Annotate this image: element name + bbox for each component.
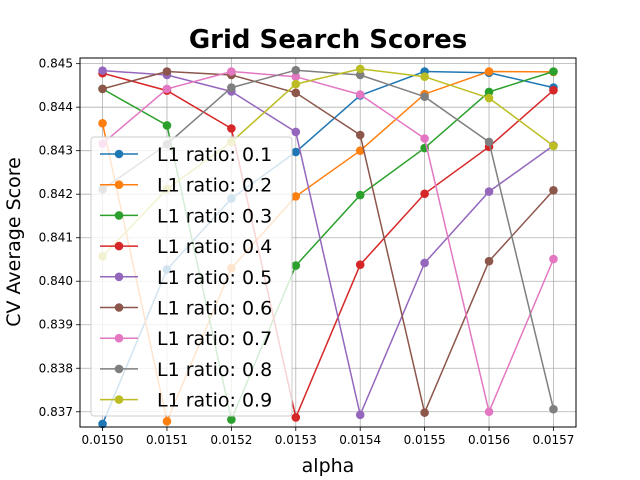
data-point bbox=[162, 84, 172, 94]
data-point bbox=[227, 124, 236, 133]
y-tick-label: 0.837 bbox=[39, 405, 73, 419]
x-axis-label: alpha bbox=[302, 455, 355, 477]
data-point bbox=[162, 67, 172, 76]
legend-marker bbox=[114, 303, 124, 312]
data-point bbox=[227, 415, 236, 424]
data-point bbox=[484, 187, 494, 196]
y-tick-label: 0.840 bbox=[39, 274, 73, 288]
series-line bbox=[102, 69, 554, 418]
legend-label: L1 ratio: 0.8 bbox=[157, 359, 272, 381]
plot-frame bbox=[79, 57, 577, 428]
y-axis-ticks: 0.837 0.838 0.839 0.840 0.841 0.842 0.843 0.844… bbox=[39, 57, 80, 419]
data-point bbox=[291, 127, 301, 137]
x-tick-label: 0.0150 bbox=[82, 433, 124, 447]
data-point bbox=[549, 254, 558, 264]
legend-label: L1 ratio: 0.5 bbox=[157, 267, 272, 289]
data-point bbox=[420, 258, 429, 268]
data-point bbox=[420, 408, 429, 417]
data-point bbox=[420, 134, 429, 143]
data-point bbox=[291, 192, 301, 201]
data-point bbox=[227, 67, 236, 76]
data-point bbox=[98, 66, 107, 75]
x-tick-label: 0.0155 bbox=[404, 433, 446, 447]
data-point bbox=[420, 72, 429, 82]
legend-marker bbox=[114, 241, 124, 251]
data-point bbox=[98, 419, 107, 429]
y-tick-label: 0.838 bbox=[39, 361, 73, 375]
data-point bbox=[549, 85, 558, 95]
data-point bbox=[355, 64, 365, 74]
data-point bbox=[355, 70, 365, 80]
x-tick-label: 0.0157 bbox=[532, 433, 574, 447]
data-point bbox=[549, 185, 558, 195]
data-point bbox=[549, 141, 558, 151]
chart-title: Grid Search Scores bbox=[189, 25, 467, 55]
data-point bbox=[484, 256, 494, 266]
data-point bbox=[291, 79, 301, 89]
data-point bbox=[355, 410, 365, 420]
legend: L1 ratio: 0.1 L1 ratio: 0.2 L1 ratio: 0.3 L… bbox=[90, 136, 293, 417]
x-tick-label: 0.0154 bbox=[339, 433, 381, 447]
data-point bbox=[484, 87, 494, 97]
data-point bbox=[420, 92, 429, 102]
legend-label: L1 ratio: 0.9 bbox=[157, 390, 272, 412]
legend-label: L1 ratio: 0.6 bbox=[157, 298, 272, 320]
data-point bbox=[291, 261, 301, 270]
data-point bbox=[355, 130, 365, 140]
data-point bbox=[549, 404, 558, 414]
data-point bbox=[355, 90, 365, 99]
y-tick-label: 0.845 bbox=[39, 57, 73, 71]
y-tick-label: 0.842 bbox=[39, 187, 73, 201]
data-point bbox=[355, 260, 365, 269]
data-point bbox=[162, 121, 172, 130]
series-line bbox=[102, 70, 555, 415]
data-point bbox=[291, 413, 301, 422]
data-point bbox=[227, 83, 236, 92]
legend-marker bbox=[114, 364, 124, 374]
series-group bbox=[98, 66, 558, 420]
data-point bbox=[291, 65, 301, 75]
legend-label: L1 ratio: 0.3 bbox=[157, 205, 272, 227]
x-tick-label: 0.0152 bbox=[210, 433, 252, 447]
data-point bbox=[98, 84, 107, 94]
data-point bbox=[291, 88, 301, 98]
legend-label: L1 ratio: 0.2 bbox=[157, 175, 272, 197]
y-axis-label: CV Average Score bbox=[3, 157, 25, 327]
x-tick-label: 0.0153 bbox=[275, 433, 317, 447]
data-point bbox=[484, 67, 494, 76]
legend-box bbox=[90, 136, 293, 417]
legend-label: L1 ratio: 0.4 bbox=[157, 236, 272, 258]
legend-marker bbox=[114, 272, 124, 282]
data-point bbox=[484, 137, 494, 147]
x-tick-label: 0.0156 bbox=[468, 433, 510, 447]
data-point bbox=[355, 146, 365, 155]
data-point bbox=[484, 407, 494, 417]
y-tick-label: 0.843 bbox=[39, 144, 73, 158]
data-point bbox=[98, 118, 107, 128]
x-axis-ticks: 0.0150 0.0151 0.0152 0.0153 0.0154 0.0155 0.01… bbox=[82, 427, 574, 447]
y-tick-label: 0.841 bbox=[39, 231, 73, 245]
data-point bbox=[549, 67, 558, 76]
x-tick-label: 0.0151 bbox=[146, 433, 188, 447]
data-point bbox=[162, 417, 172, 426]
legend-label: L1 ratio: 0.7 bbox=[157, 328, 272, 350]
legend-label: L1 ratio: 0.1 bbox=[157, 144, 272, 166]
data-point bbox=[291, 147, 301, 157]
data-point bbox=[420, 189, 429, 199]
data-point bbox=[291, 72, 301, 82]
y-tick-label: 0.844 bbox=[39, 100, 73, 114]
series-line bbox=[102, 72, 554, 420]
legend-marker bbox=[114, 180, 124, 189]
legend-marker bbox=[114, 333, 124, 343]
legend-marker bbox=[114, 211, 124, 220]
series-line bbox=[102, 70, 555, 416]
series-line bbox=[102, 69, 555, 410]
y-tick-label: 0.839 bbox=[39, 318, 73, 332]
data-point bbox=[355, 190, 365, 200]
legend-marker bbox=[114, 395, 124, 404]
data-point bbox=[484, 93, 494, 103]
legend-marker bbox=[114, 149, 124, 159]
series-group bbox=[98, 67, 558, 417]
